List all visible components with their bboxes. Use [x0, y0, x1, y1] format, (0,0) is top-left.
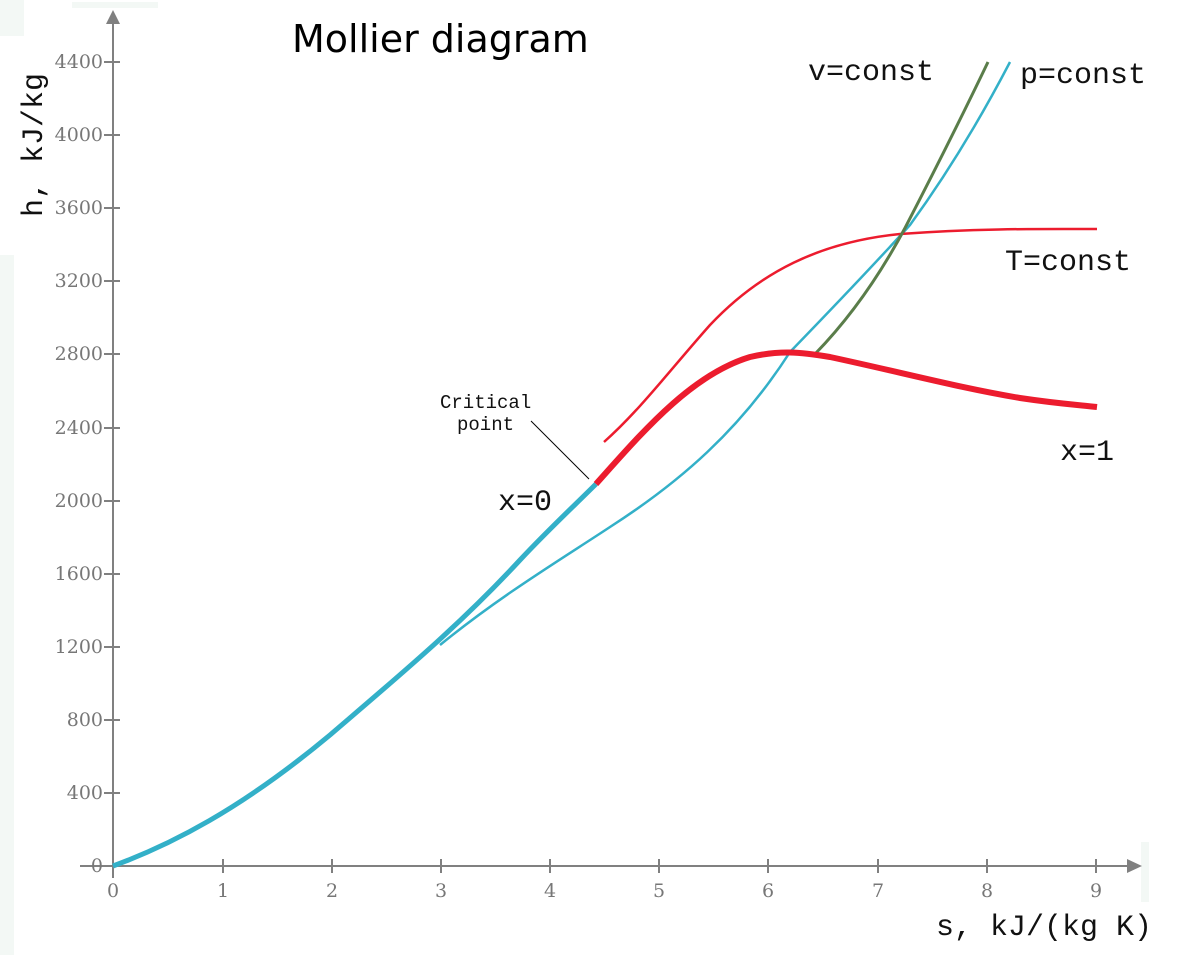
- x0-label: x=0: [498, 486, 552, 520]
- x-tick-label: 7: [872, 880, 884, 902]
- x-axis-arrow-icon: [1127, 859, 1142, 873]
- edge-artifact: [0, 255, 14, 955]
- x-tick-label: 9: [1090, 880, 1102, 902]
- x-tick-label: 0: [107, 880, 119, 902]
- y-tick-label: 3600: [55, 197, 103, 219]
- y-tick-label: 800: [67, 709, 103, 731]
- t-const-label: T=const: [1005, 246, 1131, 280]
- x-tick-label: 2: [326, 880, 338, 902]
- y-tick-label: 4400: [55, 51, 103, 73]
- x-tick-label: 4: [544, 880, 556, 902]
- critical-point-label: Critical: [440, 392, 531, 414]
- saturated-vapor-curve: [593, 349, 1098, 487]
- edge-artifact: [72, 2, 158, 8]
- y-tick-label: 2000: [55, 490, 103, 512]
- saturated-liquid-curve: [112, 482, 598, 869]
- x-axis: [80, 859, 1130, 873]
- y-tick-label: 2800: [55, 343, 103, 365]
- y-tick-label: 2400: [55, 417, 103, 439]
- x1-label: x=1: [1060, 436, 1114, 470]
- edge-artifact: [0, 0, 24, 36]
- critical-point-leader: [530, 420, 590, 480]
- x-tick-label: 3: [435, 880, 447, 902]
- x-axis-title: s, kJ/(kg K): [936, 911, 1152, 945]
- y-tick-label: 0: [91, 855, 103, 877]
- y-axis-title: h, kJ/kg: [18, 73, 52, 217]
- p-const-label: p=const: [1020, 59, 1146, 93]
- isobar-curve: [439, 61, 1012, 646]
- y-tick-label: 1600: [55, 563, 103, 585]
- y-tick-label: 3200: [55, 270, 103, 292]
- y-tick-label: 4000: [55, 124, 103, 146]
- isotherm-curve: [603, 227, 1098, 443]
- y-axis: [104, 20, 120, 878]
- isochore-curve: [813, 61, 990, 356]
- y-axis-arrow-icon: [106, 10, 120, 24]
- y-tick-label: 400: [67, 782, 103, 804]
- critical-point-label: point: [457, 414, 514, 436]
- y-tick-label: 1200: [55, 636, 103, 658]
- x-tick-label: 5: [653, 880, 665, 902]
- edge-artifact: [1141, 842, 1149, 902]
- x-tick-label: 6: [762, 880, 774, 902]
- v-const-label: v=const: [808, 56, 934, 90]
- chart-title: Mollier diagram: [292, 17, 589, 61]
- x-tick-label: 1: [217, 880, 229, 902]
- x-tick-label: 8: [981, 880, 993, 902]
